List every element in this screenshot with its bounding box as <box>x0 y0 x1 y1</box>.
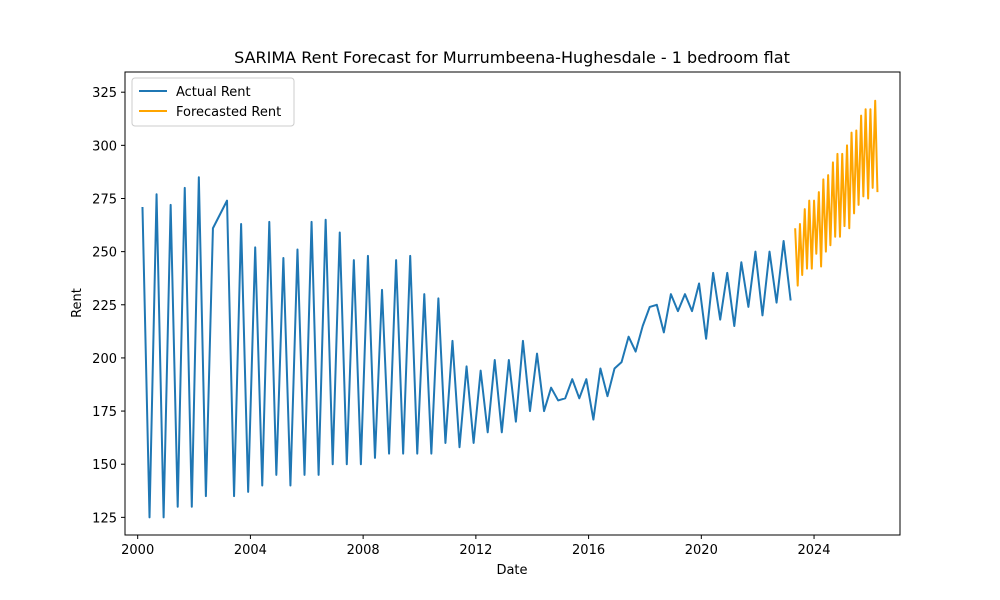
series-layer <box>141 99 879 519</box>
y-tick-label: 300 <box>92 139 117 154</box>
chart-title: SARIMA Rent Forecast for Murrumbeena-Hug… <box>234 48 790 67</box>
y-tick-label: 275 <box>92 192 117 207</box>
y-tick-label: 125 <box>92 511 117 526</box>
x-tick-label: 2000 <box>121 543 154 558</box>
series-line-forecasted-rent <box>794 99 879 287</box>
y-tick-label: 150 <box>92 458 117 473</box>
x-tick-label: 2016 <box>572 543 605 558</box>
plot-area-frame <box>124 71 901 536</box>
y-tick-label: 250 <box>92 246 117 261</box>
y-tick-label: 175 <box>92 405 117 420</box>
x-axis-title: Date <box>496 563 527 578</box>
x-tick-label: 2008 <box>347 543 380 558</box>
x-tick-label: 2024 <box>797 543 830 558</box>
y-tick-label: 325 <box>92 86 117 101</box>
y-axis: 125 150 175 200 225 250 275 300 325 <box>92 86 125 526</box>
x-tick-label: 2020 <box>685 543 718 558</box>
series-line-actual-rent <box>141 176 792 519</box>
y-tick-label: 225 <box>92 299 117 314</box>
y-axis-title: Rent <box>70 288 85 318</box>
legend-box <box>131 77 295 127</box>
legend-label-forecasted-rent: Forecasted Rent <box>176 105 281 120</box>
x-axis: 2000 2004 2008 2012 2016 2020 2024 <box>121 535 831 558</box>
x-tick-label: 2004 <box>234 543 267 558</box>
legend: Actual Rent Forecasted Rent <box>131 77 295 127</box>
y-tick-label: 200 <box>92 352 117 367</box>
legend-label-actual-rent: Actual Rent <box>176 85 251 100</box>
x-tick-label: 2012 <box>459 543 492 558</box>
